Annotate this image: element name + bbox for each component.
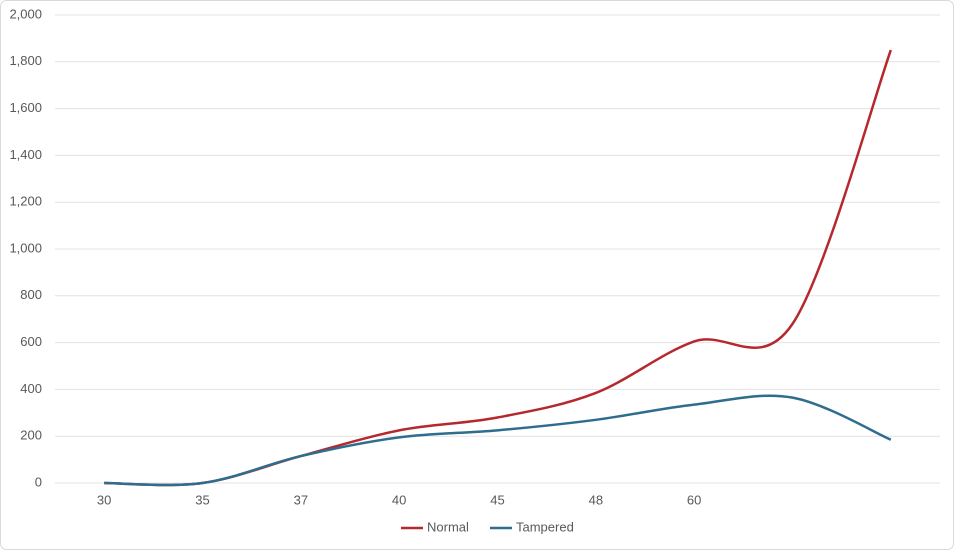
y-tick-label: 1,800 xyxy=(9,53,42,68)
x-tick-label: 60 xyxy=(687,492,701,507)
y-tick-label: 2,000 xyxy=(9,6,42,21)
y-tick-label: 800 xyxy=(20,287,42,302)
x-tick-label: 30 xyxy=(97,492,111,507)
y-tick-label: 600 xyxy=(20,334,42,349)
y-tick-label: 200 xyxy=(20,428,42,443)
legend-label: Tampered xyxy=(516,519,574,534)
y-tick-label: 1,400 xyxy=(9,147,42,162)
x-tick-label: 37 xyxy=(294,492,308,507)
y-tick-label: 1,600 xyxy=(9,100,42,115)
y-tick-label: 0 xyxy=(35,474,42,489)
legend-label: Normal xyxy=(427,519,469,534)
x-tick-label: 35 xyxy=(195,492,209,507)
line-series xyxy=(104,394,892,487)
y-tick-label: 1,000 xyxy=(9,240,42,255)
x-tick-label: 48 xyxy=(589,492,603,507)
y-tick-label: 1,200 xyxy=(9,194,42,209)
y-tick-label: 400 xyxy=(20,381,42,396)
x-tick-label: 40 xyxy=(392,492,406,507)
x-tick-label: 45 xyxy=(490,492,504,507)
